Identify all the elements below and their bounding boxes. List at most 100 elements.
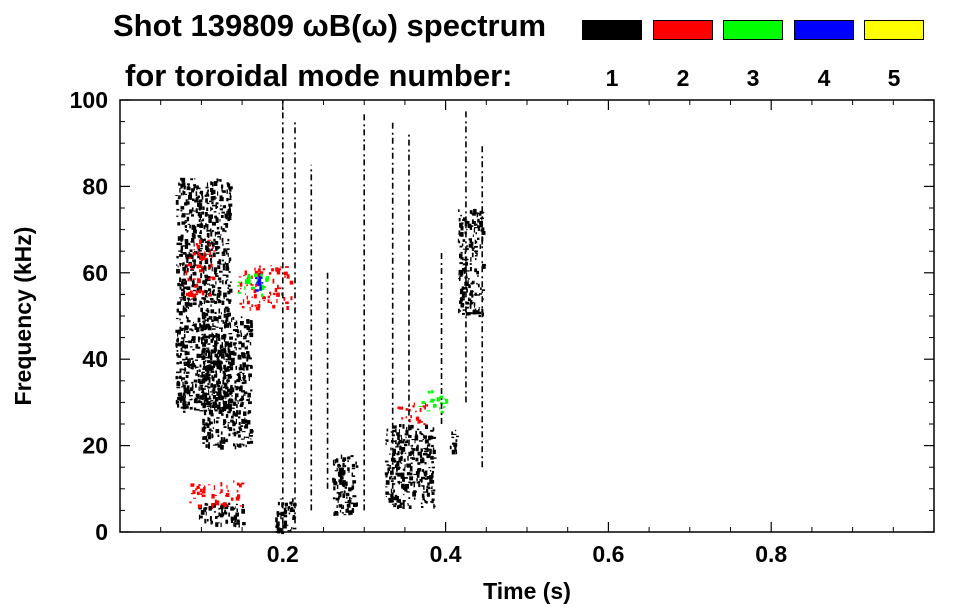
spectral-mark xyxy=(190,367,194,369)
spectral-mark xyxy=(352,495,357,498)
spectral-mark xyxy=(243,365,245,371)
spectral-mark xyxy=(429,479,433,484)
spectral-mark xyxy=(458,230,461,235)
spectral-mark xyxy=(204,290,208,293)
spectral-mark xyxy=(200,190,204,195)
spectral-mark xyxy=(235,347,237,351)
spectral-mark xyxy=(286,274,290,279)
spectral-mark xyxy=(263,299,265,302)
spectral-mark xyxy=(439,395,444,399)
spectral-mark xyxy=(218,522,220,524)
spectral-mark xyxy=(198,219,201,222)
spectral-mark xyxy=(431,390,434,394)
spectral-mark xyxy=(240,385,243,391)
spectral-mark xyxy=(410,445,413,447)
spectral-mark xyxy=(246,351,250,355)
spectral-mark xyxy=(197,317,201,323)
spectral-mark xyxy=(345,508,349,513)
spectral-mark xyxy=(248,437,250,439)
spectral-mark xyxy=(176,344,179,346)
spectral-mark xyxy=(179,254,183,257)
spectral-mark xyxy=(184,280,187,285)
spectral-mark xyxy=(461,295,465,299)
spectral-mark xyxy=(475,212,479,215)
spectral-mark xyxy=(215,346,217,348)
spectral-mark xyxy=(212,377,215,382)
spectral-mark xyxy=(338,495,342,498)
x-tick-label: 0.2 xyxy=(267,541,299,567)
spectral-mark xyxy=(215,247,218,251)
spectral-mark xyxy=(204,485,206,488)
spectral-mark xyxy=(226,298,229,301)
spectral-mark xyxy=(471,247,475,250)
spectral-mark xyxy=(223,354,225,358)
spectral-mark xyxy=(340,468,344,473)
spectral-mark xyxy=(225,386,229,390)
spectral-mark xyxy=(215,202,219,205)
spectral-mark xyxy=(202,377,205,382)
spectral-mark xyxy=(205,349,208,353)
spectral-mark xyxy=(390,475,393,477)
spectral-mark xyxy=(181,263,184,266)
spectral-mark xyxy=(197,375,200,377)
spectral-mark xyxy=(192,264,196,267)
spectral-mark xyxy=(290,504,292,507)
spectral-mark xyxy=(226,379,229,384)
spectral-mark xyxy=(204,194,207,197)
spectral-mark xyxy=(424,500,427,502)
spectral-mark xyxy=(258,275,261,278)
spectral-mark xyxy=(219,440,222,446)
spectral-mark xyxy=(255,284,258,287)
spectral-mark xyxy=(220,348,224,351)
spectral-mark xyxy=(183,387,187,393)
spectral-mark xyxy=(259,273,263,279)
spectral-mark xyxy=(246,325,250,330)
spectral-mark xyxy=(427,390,431,394)
spectral-mark xyxy=(182,339,185,341)
spectral-mark xyxy=(338,496,340,500)
spectral-mark xyxy=(402,500,406,502)
spectral-mark xyxy=(214,361,219,365)
spectral-mark xyxy=(185,375,189,378)
spectral-mark xyxy=(195,488,198,491)
spectral-mark xyxy=(225,374,229,376)
spectral-mark xyxy=(212,252,216,258)
spectral-mark xyxy=(210,400,214,402)
spectral-mark xyxy=(460,251,463,254)
spectral-mark xyxy=(195,373,198,376)
spectral-mark xyxy=(184,309,188,312)
spectral-mark xyxy=(355,502,358,507)
spectral-mark xyxy=(398,481,400,485)
spectral-mark xyxy=(243,394,246,396)
spectral-mark xyxy=(247,340,250,343)
spectral-mark xyxy=(228,300,231,304)
spectral-mark xyxy=(220,505,224,510)
spectral-mark xyxy=(211,242,215,248)
spectral-mark xyxy=(225,438,228,443)
spectral-mark xyxy=(237,373,241,376)
spectral-mark xyxy=(195,381,197,383)
spectral-mark xyxy=(339,481,343,485)
spectral-mark xyxy=(221,254,226,256)
spectral-mark xyxy=(199,264,202,268)
spectral-mark xyxy=(223,364,227,370)
spectral-mark xyxy=(222,205,227,209)
spectral-mark xyxy=(203,267,205,272)
spectral-mark xyxy=(390,480,394,482)
spectral-mark xyxy=(228,218,232,220)
spectral-mark xyxy=(205,401,210,405)
spectral-mark xyxy=(223,408,227,412)
spectral-mark xyxy=(385,480,390,485)
spectral-mark xyxy=(181,288,185,292)
spectral-mark xyxy=(400,472,405,477)
spectral-mark xyxy=(246,320,249,323)
spectral-mark xyxy=(251,286,256,290)
spectral-mark xyxy=(247,392,251,398)
spectral-mark xyxy=(246,300,250,305)
spectral-mark xyxy=(216,333,219,336)
spectral-region-mode-4 xyxy=(255,273,264,292)
spectral-mark xyxy=(479,244,481,249)
spectral-mark xyxy=(418,440,423,442)
spectral-mark xyxy=(232,407,235,409)
spectral-mark xyxy=(464,267,467,272)
